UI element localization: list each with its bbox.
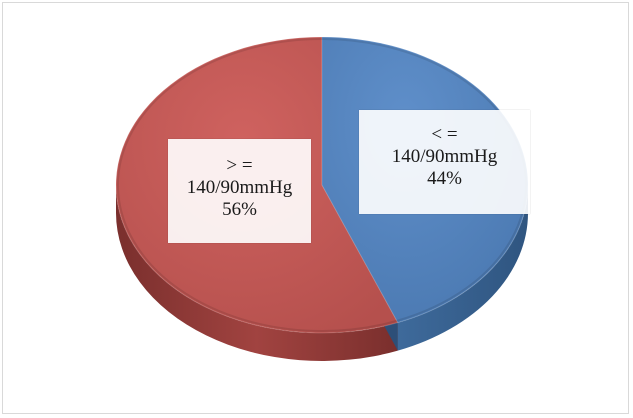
slice-above-side: [116, 185, 398, 361]
slice-label-below-percent: 44%: [427, 168, 462, 189]
slice-label-above-percent: 56%: [222, 199, 257, 220]
slice-label-below: < = 140/90mmHg 44%: [359, 110, 530, 214]
slice-label-above-line1: > =: [226, 155, 253, 176]
slice-below-side: [397, 185, 528, 351]
slice-label-above-line2: 140/90mmHg: [186, 177, 293, 198]
slice-label-above: > = 140/90mmHg 56%: [168, 139, 311, 243]
slice-label-below-line2: 140/90mmHg: [391, 146, 498, 167]
slice-label-below-line1: < =: [431, 124, 458, 145]
